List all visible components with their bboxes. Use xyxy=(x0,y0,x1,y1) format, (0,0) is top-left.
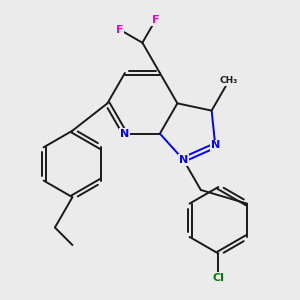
Text: N: N xyxy=(120,129,130,139)
Text: Cl: Cl xyxy=(212,273,224,283)
Text: N: N xyxy=(211,140,220,150)
Text: N: N xyxy=(179,154,188,165)
Text: CH₃: CH₃ xyxy=(220,76,238,85)
Text: F: F xyxy=(152,15,159,25)
Text: F: F xyxy=(116,25,123,34)
